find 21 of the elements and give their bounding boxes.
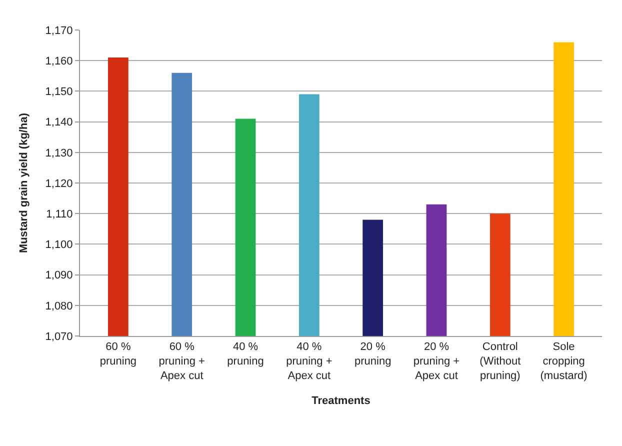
y-tick-label: 1,080 — [45, 300, 73, 312]
x-tick-label: Sole cropping (mustard) — [540, 341, 588, 382]
y-tick-label: 1,170 — [45, 24, 73, 37]
y-tick-label: 1,150 — [45, 86, 73, 98]
y-tick-label: 1,130 — [45, 147, 73, 160]
y-tick-label: 1,070 — [45, 330, 73, 343]
x-tick-label: 60 % pruning — [100, 341, 137, 368]
x-tick-label: 20 % pruning + Apex cut — [413, 341, 460, 382]
y-tick-label: 1,120 — [45, 178, 73, 190]
x-tick-label: 60 % pruning + Apex cut — [158, 341, 205, 382]
y-tick-label: 1,100 — [45, 239, 73, 252]
y-tick-label: 1,140 — [45, 116, 73, 129]
x-tick-label: 40 % pruning + Apex cut — [286, 341, 332, 382]
x-tick-label: 20 % pruning — [354, 341, 392, 368]
x-tick-label: 40 % pruning — [227, 341, 264, 368]
y-tick-label: 1,110 — [46, 208, 73, 220]
y-axis-title: Mustard grain yield (kg/ha) — [18, 112, 30, 253]
x-tick-label: Control (Without pruning) — [480, 341, 521, 382]
y-tick-label: 1,090 — [45, 270, 73, 282]
x-axis-title: Treatments — [312, 395, 370, 407]
y-tick-label: 1,160 — [45, 55, 73, 68]
